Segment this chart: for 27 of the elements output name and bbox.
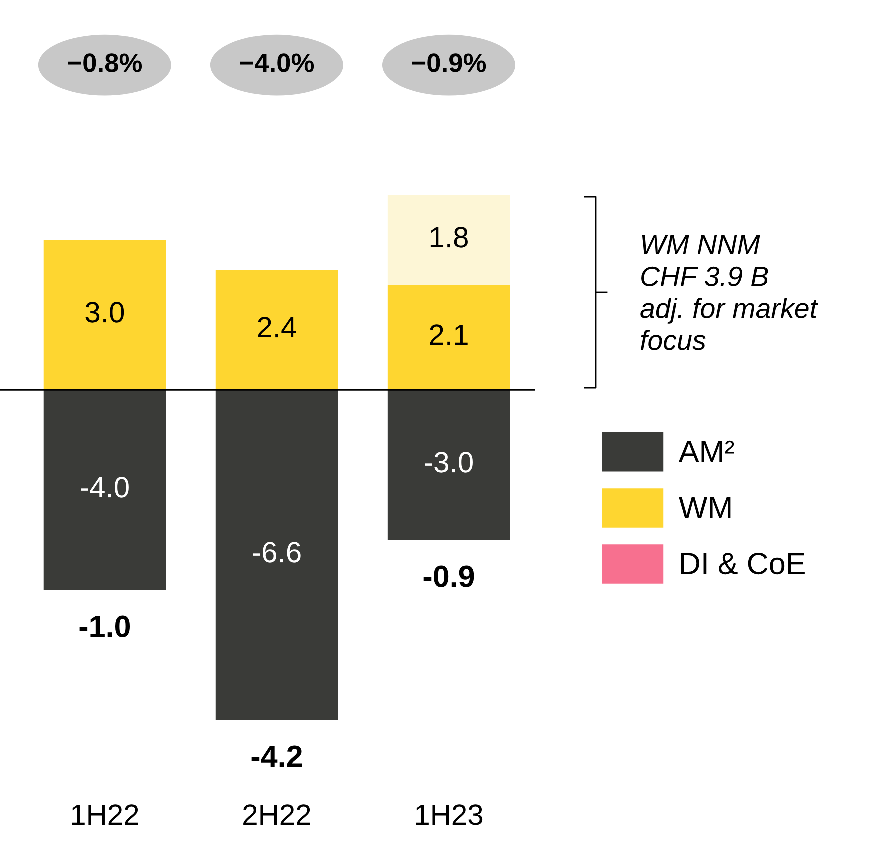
bar <box>44 390 166 590</box>
data-label: -3.0 <box>425 452 473 473</box>
data-label: 2.4 <box>258 317 296 338</box>
bar <box>388 285 510 390</box>
data-label: -4.0 <box>81 477 129 498</box>
bar <box>44 240 166 390</box>
bar <box>388 195 510 285</box>
text: −0.9% <box>412 54 486 72</box>
bar <box>388 390 510 540</box>
data-label: 1.8 <box>430 227 468 248</box>
text: −0.8% <box>68 54 142 72</box>
annotation: -1.0 <box>80 616 130 638</box>
bar <box>216 270 338 390</box>
legend-label: AM² <box>678 440 734 462</box>
legend-label: WM <box>679 497 731 518</box>
x-tick-label: 1H23 <box>416 804 483 826</box>
text: −4.0% <box>240 54 314 72</box>
legend-label: DI & CoE <box>681 552 805 575</box>
data-label: 3.0 <box>86 302 124 323</box>
x-tick-label: 2H22 <box>244 804 310 826</box>
data-label: 2.1 <box>430 324 468 346</box>
data-label: -6.6 <box>253 542 301 563</box>
bar <box>216 390 338 720</box>
annotation: -4.2 <box>252 746 302 768</box>
annotation: -0.9 <box>424 566 474 588</box>
x-tick-label: 1H22 <box>72 804 138 826</box>
text: WM NNM CHF 3.9 B adj. for market focus <box>640 235 818 350</box>
